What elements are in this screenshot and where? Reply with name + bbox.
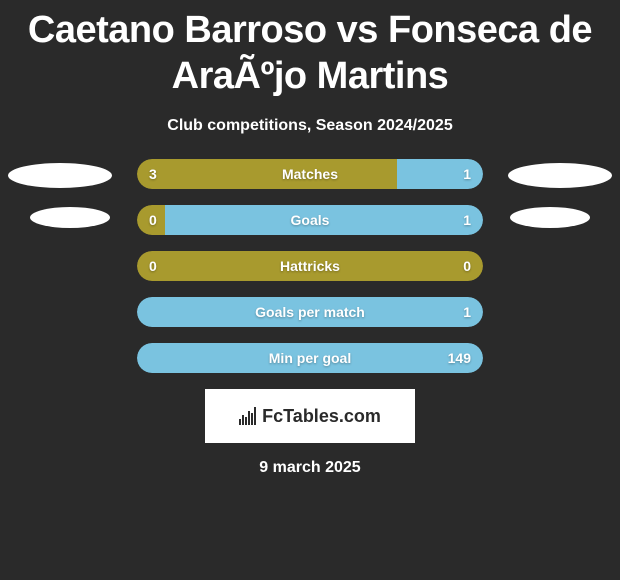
page-subtitle: Club competitions, Season 2024/2025 — [0, 117, 620, 135]
bar-label: Goals per match — [255, 304, 365, 320]
stat-bar-matches: Matches 3 1 — [137, 159, 483, 189]
brand-text: FcTables.com — [262, 406, 381, 427]
bar-value-right: 1 — [463, 166, 471, 182]
bar-chart-icon — [239, 407, 256, 425]
bar-value-right: 1 — [463, 212, 471, 228]
stat-bar-min-per-goal: Min per goal 149 — [137, 343, 483, 373]
page-title: Caetano Barroso vs Fonseca de AraÃºjo Ma… — [0, 0, 620, 99]
stats-area: Matches 3 1 Goals 0 1 Hattricks 0 0 Goals per mat… — [0, 159, 620, 373]
bar-value-right: 0 — [463, 258, 471, 274]
stat-bar-hattricks: Hattricks 0 0 — [137, 251, 483, 281]
bar-label: Matches — [282, 166, 338, 182]
bar-label: Hattricks — [280, 258, 340, 274]
bar-value-left: 3 — [149, 166, 157, 182]
bar-label: Min per goal — [269, 350, 351, 366]
stat-bar-goals: Goals 0 1 — [137, 205, 483, 235]
bar-value-left: 0 — [149, 212, 157, 228]
bar-value-right: 149 — [448, 350, 471, 366]
bar-segment-left — [137, 159, 397, 189]
bar-value-left: 0 — [149, 258, 157, 274]
bars-container: Matches 3 1 Goals 0 1 Hattricks 0 0 Goals per mat… — [0, 159, 620, 373]
date-text: 9 march 2025 — [0, 459, 620, 477]
brand-box[interactable]: FcTables.com — [205, 389, 415, 443]
bar-label: Goals — [291, 212, 330, 228]
bar-value-right: 1 — [463, 304, 471, 320]
stat-bar-goals-per-match: Goals per match 1 — [137, 297, 483, 327]
